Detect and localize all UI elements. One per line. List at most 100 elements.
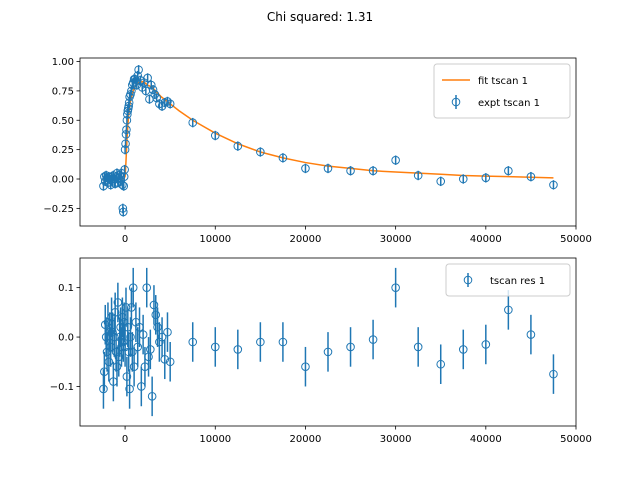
data-point (481, 173, 491, 183)
x-tick-label: 40000 (470, 234, 502, 245)
data-point (163, 97, 172, 106)
legend-marker-swatch (451, 97, 461, 107)
data-point (118, 180, 127, 190)
data-point (160, 354, 170, 364)
data-point (122, 372, 132, 381)
data-point (120, 165, 129, 174)
data-point (436, 177, 446, 186)
data-point (458, 345, 468, 354)
data-point (143, 73, 152, 83)
data-point (413, 171, 423, 180)
chart-suptitle: Chi squared: 1.31 (267, 10, 373, 24)
data-point (126, 90, 135, 99)
data-point (346, 342, 355, 352)
data-point (165, 357, 175, 367)
y-tick-label: 0.00 (52, 175, 74, 186)
y-tick-label: 0.1 (58, 283, 74, 294)
legend-box (445, 263, 571, 297)
data-point (368, 166, 378, 176)
data-point (155, 337, 164, 347)
legend-marker-swatch (463, 275, 473, 285)
data-point (121, 303, 131, 312)
plot-area (99, 267, 558, 417)
data-point (121, 139, 130, 149)
data-point (155, 99, 164, 109)
data-point (149, 300, 159, 310)
data-point (127, 86, 136, 96)
data-point (278, 153, 288, 163)
data-point (151, 310, 161, 320)
data-point (504, 305, 513, 315)
data-point (346, 166, 355, 176)
legend-label: tscan res 1 (490, 276, 545, 287)
data-point (188, 337, 198, 347)
data-point (549, 180, 558, 190)
data-point (99, 384, 108, 394)
x-tick-label: 50000 (560, 434, 592, 445)
y-tick-label: 1.00 (52, 57, 74, 68)
data-point (157, 332, 167, 342)
y-tick-label: 0.0 (58, 333, 74, 344)
data-point (119, 181, 129, 191)
data-point (256, 337, 265, 347)
x-tick-label: 30000 (380, 234, 412, 245)
x-tick-label: 10000 (199, 434, 231, 445)
data-point (504, 166, 513, 176)
residual-panel: 0 10000 20000 30000 40000 50000 −0.1 0.0 0.1 tsca… (50, 257, 592, 445)
data-point (138, 330, 148, 339)
data-point (210, 342, 220, 352)
fit-panel: 0 10000 20000 30000 40000 50000 −0.25 0.00 0.25 0… (43, 57, 592, 245)
data-point (122, 125, 131, 134)
data-point (323, 347, 333, 357)
data-point (436, 359, 446, 369)
data-point (148, 85, 158, 95)
data-point (323, 164, 333, 173)
data-point (134, 65, 143, 75)
legend: fit tscan 1 expt tscan 1 (433, 63, 571, 119)
data-point (118, 207, 128, 217)
data-point (391, 283, 400, 292)
data-point (233, 141, 243, 151)
data-point (126, 332, 135, 342)
data-point (128, 283, 138, 292)
data-point (165, 99, 175, 109)
data-point (163, 327, 172, 337)
plot-area (99, 65, 558, 217)
data-point (110, 308, 120, 317)
data-point (256, 147, 265, 157)
legend-box (433, 63, 571, 119)
data-point (133, 342, 143, 352)
data-point (481, 340, 491, 349)
x-tick-label: 30000 (380, 434, 412, 445)
data-point (188, 118, 198, 127)
data-point (146, 80, 156, 90)
data-point (278, 337, 288, 347)
x-tick-label: 0 (122, 434, 128, 445)
legend-label: fit tscan 1 (478, 76, 528, 87)
data-point (413, 342, 423, 352)
data-point (147, 392, 157, 401)
data-point (233, 345, 243, 354)
data-point (133, 71, 143, 80)
data-point (391, 155, 400, 165)
y-tick-label: −0.25 (43, 204, 74, 215)
legend-label: expt tscan 1 (478, 98, 540, 109)
data-point (301, 362, 310, 372)
y-tick-label: 0.75 (52, 86, 74, 97)
x-tick-label: 0 (122, 234, 128, 245)
x-tick-label: 20000 (290, 234, 322, 245)
data-point (152, 93, 161, 103)
axes-frame (79, 57, 577, 227)
y-tick-label: −0.1 (50, 382, 74, 393)
data-point (210, 131, 220, 140)
y-tick-label: 0.50 (52, 116, 74, 127)
data-point (526, 172, 536, 181)
data-point (142, 283, 152, 292)
data-point (301, 164, 310, 173)
data-point (458, 174, 468, 184)
data-point (125, 384, 134, 394)
legend: tscan res 1 (445, 263, 571, 297)
axes-frame (79, 257, 577, 427)
data-point (146, 345, 155, 354)
